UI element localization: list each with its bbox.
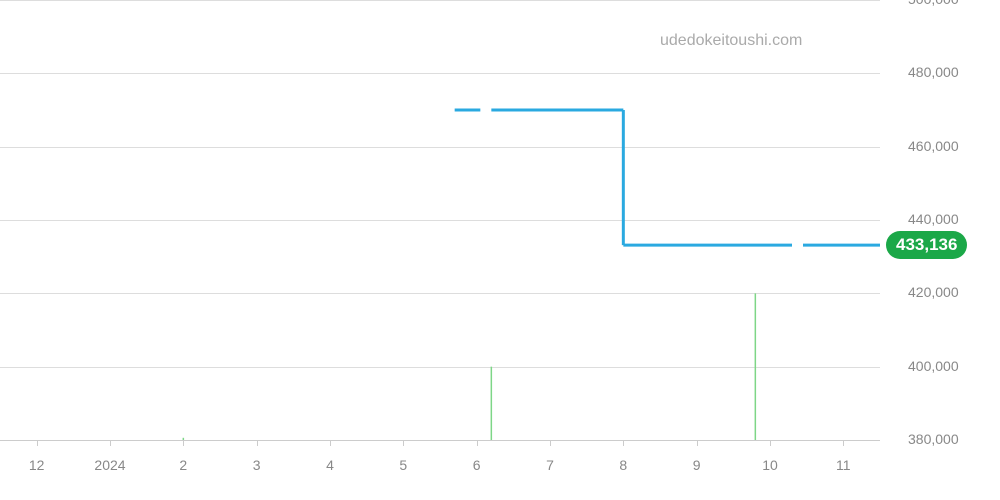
x-tick-mark bbox=[330, 440, 331, 446]
x-tick-label: 8 bbox=[619, 457, 627, 473]
x-tick-label: 12 bbox=[29, 457, 45, 473]
x-tick-mark bbox=[110, 440, 111, 446]
y-tick-label: 420,000 bbox=[908, 284, 959, 300]
x-tick-mark bbox=[623, 440, 624, 446]
x-tick-label: 9 bbox=[693, 457, 701, 473]
y-tick-label: 380,000 bbox=[908, 431, 959, 447]
x-tick-mark bbox=[550, 440, 551, 446]
x-tick-label: 7 bbox=[546, 457, 554, 473]
current-value-badge: 433,136 bbox=[886, 231, 967, 259]
x-tick-mark bbox=[697, 440, 698, 446]
x-tick-mark bbox=[843, 440, 844, 446]
x-tick-mark bbox=[477, 440, 478, 446]
data-series bbox=[0, 0, 880, 440]
y-tick-label: 440,000 bbox=[908, 211, 959, 227]
y-tick-label: 460,000 bbox=[908, 138, 959, 154]
x-tick-label: 10 bbox=[762, 457, 778, 473]
x-tick-label: 6 bbox=[473, 457, 481, 473]
x-tick-mark bbox=[183, 440, 184, 446]
x-tick-label: 2024 bbox=[94, 457, 125, 473]
x-tick-label: 11 bbox=[836, 457, 851, 473]
x-tick-mark bbox=[770, 440, 771, 446]
y-tick-label: 500,000 bbox=[908, 0, 959, 7]
x-tick-label: 4 bbox=[326, 457, 334, 473]
y-tick-label: 400,000 bbox=[908, 358, 959, 374]
y-tick-label: 480,000 bbox=[908, 64, 959, 80]
x-tick-mark bbox=[403, 440, 404, 446]
x-tick-mark bbox=[37, 440, 38, 446]
x-axis-line bbox=[0, 440, 880, 441]
price-chart: 380,000 400,000 420,000 440,000 460,000 480,0… bbox=[0, 0, 1000, 500]
watermark-text: udedokeitoushi.com bbox=[660, 32, 868, 50]
x-tick-label: 3 bbox=[253, 457, 261, 473]
x-tick-label: 2 bbox=[179, 457, 187, 473]
x-tick-mark bbox=[257, 440, 258, 446]
x-tick-label: 5 bbox=[399, 457, 407, 473]
